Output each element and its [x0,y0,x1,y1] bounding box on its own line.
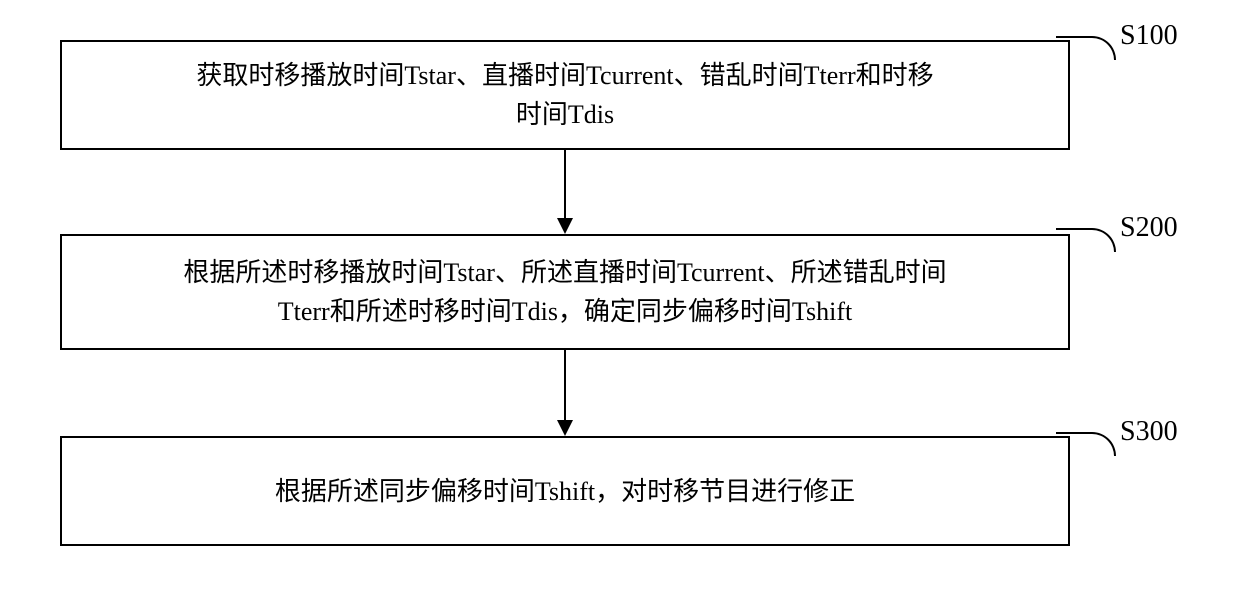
flow-node-s200: 根据所述时移播放时间Tstar、所述直播时间Tcurrent、所述错乱时间 Tt… [60,234,1070,350]
flow-arrow [555,150,575,234]
flow-node-text: 根据所述时移播放时间Tstar、所述直播时间Tcurrent、所述错乱时间 Tt… [183,253,946,331]
leader-line [1056,228,1116,252]
flow-node-s100: 获取时移播放时间Tstar、直播时间Tcurrent、错乱时间Tterr和时移 … [60,40,1070,150]
flow-node-s300: 根据所述同步偏移时间Tshift，对时移节目进行修正 [60,436,1070,546]
flow-node-label-s300: S300 [1120,416,1178,448]
flow-node-label-s200: S200 [1120,212,1178,244]
flow-arrow [555,350,575,436]
flow-node-label-s100: S100 [1120,20,1178,52]
leader-line [1056,432,1116,456]
flow-node-text: 根据所述同步偏移时间Tshift，对时移节目进行修正 [275,472,855,511]
flowchart-canvas: 获取时移播放时间Tstar、直播时间Tcurrent、错乱时间Tterr和时移 … [0,0,1240,616]
leader-line [1056,36,1116,60]
flow-node-text: 获取时移播放时间Tstar、直播时间Tcurrent、错乱时间Tterr和时移 … [196,56,933,134]
